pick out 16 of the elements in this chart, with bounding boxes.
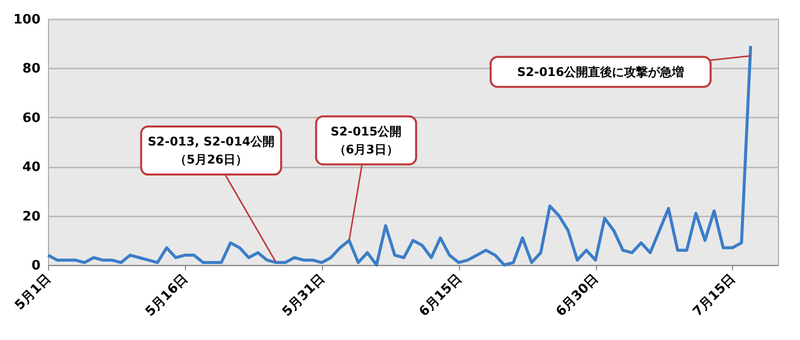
x-tick-label: 7月15日 bbox=[690, 272, 739, 320]
x-tick-label: 6月15日 bbox=[416, 272, 465, 320]
y-tick-label: 100 bbox=[13, 12, 40, 28]
line-series bbox=[46, 44, 752, 266]
y-tick-label: 40 bbox=[22, 160, 40, 176]
y-tick-label: 20 bbox=[22, 209, 40, 224]
annotation: S2-013, S2-014公開（5月26日） bbox=[148, 134, 275, 167]
annotation: S2-016公開直後に攻撃が急増 bbox=[517, 64, 684, 79]
x-tick-label: 5月31日 bbox=[280, 272, 328, 320]
x-tick-label: 6月30日 bbox=[553, 272, 602, 320]
y-tick-label: 60 bbox=[22, 110, 40, 126]
y-tick-label: 80 bbox=[22, 62, 40, 77]
x-tick-label: 5月16日 bbox=[142, 272, 192, 320]
y-tick-label: 0 bbox=[31, 258, 40, 274]
annotation: S2-015公開（6月3日） bbox=[330, 124, 402, 156]
x-tick-label: 5月1日 bbox=[12, 272, 54, 314]
